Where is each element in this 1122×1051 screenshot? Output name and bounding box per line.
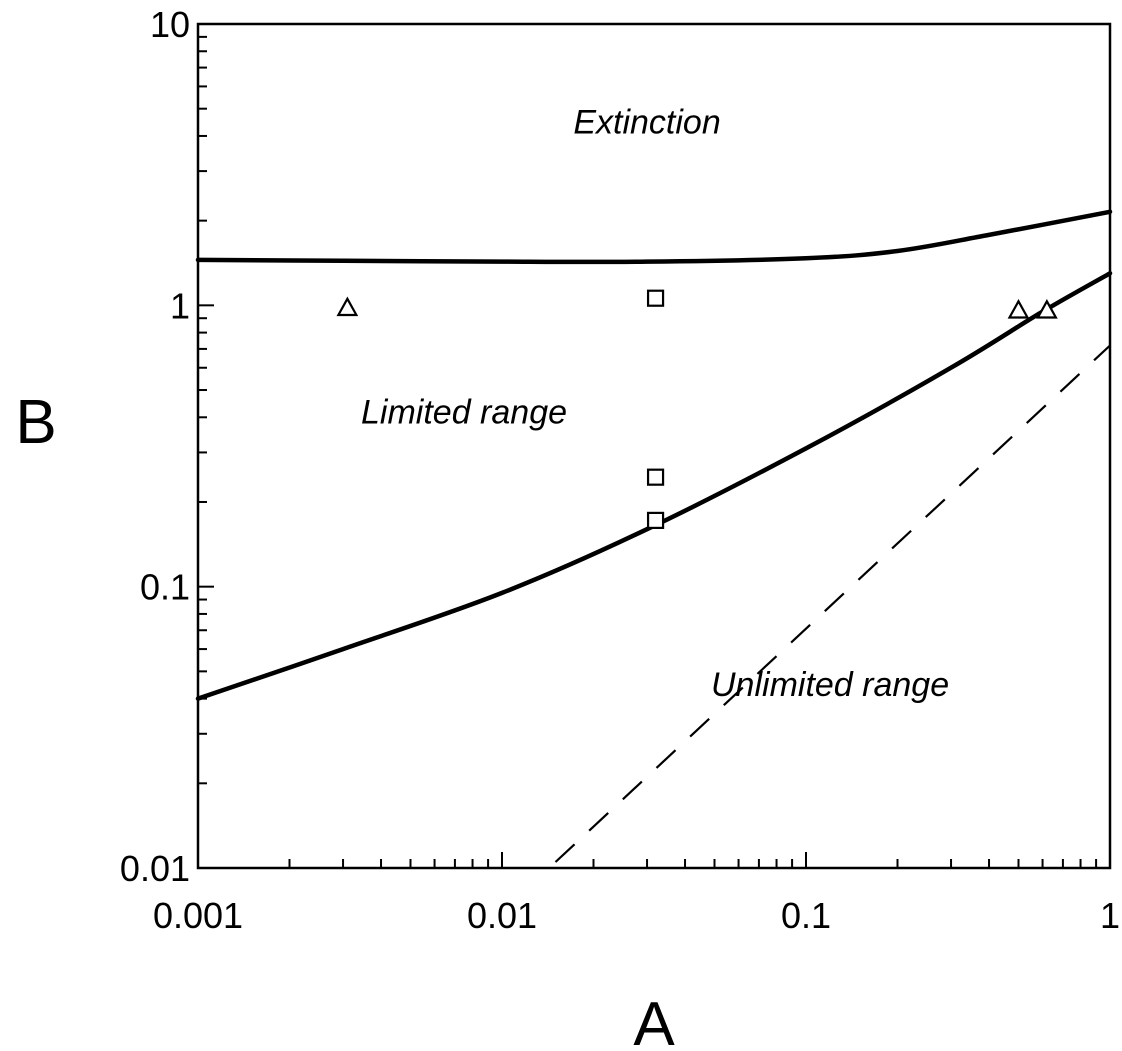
x-tick-label: 1 (1100, 895, 1120, 936)
region-label: Limited range (361, 393, 567, 431)
square-marker (646, 468, 665, 486)
range-boundary-curve (195, 271, 1113, 701)
x-axis-label: A (633, 990, 675, 1051)
y-tick-label: 1 (170, 285, 190, 326)
y-tick-label: 0.01 (120, 848, 190, 889)
region-label: Unlimited range (711, 666, 949, 704)
y-tick-label: 10 (150, 4, 190, 45)
y-axis-label: B (15, 388, 56, 457)
series-layer (195, 209, 1113, 863)
triangle-marker (336, 296, 359, 317)
x-tick-label: 0.001 (153, 895, 243, 936)
region-label: Extinction (573, 104, 720, 142)
triangle-marker (1007, 299, 1030, 319)
square-marker (646, 289, 665, 307)
axis-ticks (197, 35, 1111, 869)
points-layer (336, 289, 1058, 530)
x-tick-label: 0.1 (781, 895, 831, 936)
triangle-marker (1036, 299, 1058, 319)
y-tick-label: 0.1 (140, 567, 190, 608)
square-marker (646, 511, 665, 530)
dashed-boundary-line (554, 344, 1111, 863)
extinction-boundary-curve (195, 209, 1113, 265)
labels-layer: 0.001 0.01 0.1 1 0.01 0.1 1 10 Extinction Limited… (120, 4, 1120, 936)
x-tick-label: 0.01 (467, 895, 537, 936)
plot-frame (196, 22, 1112, 870)
